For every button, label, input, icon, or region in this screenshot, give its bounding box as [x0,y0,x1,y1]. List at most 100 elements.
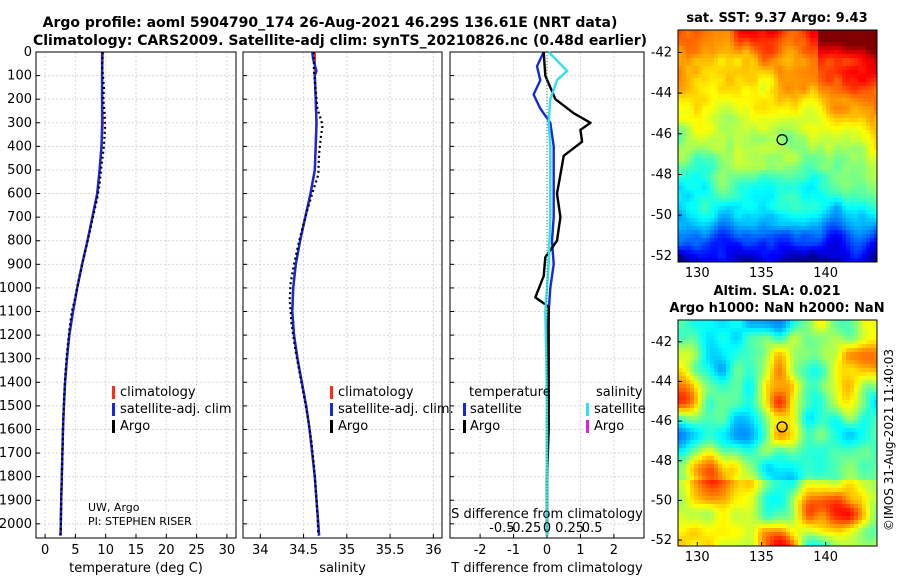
map-cell [874,424,877,429]
map-cell [678,246,683,251]
map-cell [682,360,687,365]
map-cell [838,452,843,457]
map-cell [702,412,707,417]
map-cell [862,416,867,421]
map-cell [786,444,791,449]
map-cell [786,226,791,231]
map-cell [770,340,775,345]
map-cell [846,134,851,139]
map-cell [718,154,723,159]
map-cell [682,162,687,167]
map-cell [802,58,807,63]
map-cell [846,432,851,437]
map-cell [862,78,867,83]
map-cell [806,210,811,215]
map-cell [826,372,831,377]
map-cell [758,166,763,171]
map-cell [730,444,735,449]
map-cell [682,384,687,389]
map-cell [766,250,771,255]
map-cell [762,234,767,239]
map-cell [710,142,715,147]
map-cell [690,150,695,155]
map-cell [682,226,687,231]
map-cell [754,448,759,453]
map-cell [750,436,755,441]
map-cell [786,138,791,143]
map-cell [818,408,823,413]
map-cell [746,230,751,235]
map-cell [862,324,867,329]
map-cell [866,348,871,353]
map-cell [866,416,871,421]
map-cell [698,388,703,393]
map-cell [710,392,715,397]
map-cell [734,428,739,433]
map-cell [798,106,803,111]
map-cell [694,250,699,255]
map-cell [686,332,691,337]
map-cell [802,146,807,151]
map-cell [858,194,863,199]
map-cell [854,364,859,369]
map-cell [686,242,691,247]
map-cell [734,424,739,429]
map-cell [866,30,871,35]
map-cell [750,332,755,337]
map-cell [770,452,775,457]
map-cell [810,328,815,333]
map-cell [694,226,699,231]
map-cell [750,242,755,247]
map-cell [778,54,783,59]
map-cell [794,246,799,251]
map-cell [838,158,843,163]
figure-title-line2: Climatology: CARS2009. Satellite-adj cli… [33,33,647,49]
map-cell [718,412,723,417]
map-cell [742,182,747,187]
map-cell [682,234,687,239]
map-cell [718,86,723,91]
map-cell [806,162,811,167]
map-cell [754,182,759,187]
map-cell [722,356,727,361]
map-cell [738,194,743,199]
map-cell [738,396,743,401]
map-cell [730,360,735,365]
map-cell [850,368,855,373]
map-cell [802,444,807,449]
map-cell [870,452,875,457]
map-cell [774,154,779,159]
map-cell [710,238,715,243]
map-cell [874,202,877,207]
map-cell [842,324,847,329]
map-cell [830,206,835,211]
map-cell [746,348,751,353]
map-cell [862,254,867,259]
map-cell [818,190,823,195]
map-cell [842,320,847,325]
map-cell [862,70,867,75]
map-cell [718,332,723,337]
map-cell [766,122,771,127]
map-cell [746,42,751,47]
map-cell [778,82,783,87]
map-cell [842,94,847,99]
map-cell [718,66,723,71]
map-cell [754,202,759,207]
map-cell [802,182,807,187]
map-cell [790,352,795,357]
map-cell [738,54,743,59]
map-cell [762,42,767,47]
map-cell [762,388,767,393]
map-cell [802,400,807,405]
map-cell [682,332,687,337]
map-cell [850,182,855,187]
map-cell [742,90,747,95]
map-cell [754,250,759,255]
temperature-legend: climatology satellite-adj. clim Argo [112,385,232,434]
map-cell [814,74,819,79]
map-cell [842,78,847,83]
map-cell [814,222,819,227]
map-cell [694,222,699,227]
map-cell [786,94,791,99]
